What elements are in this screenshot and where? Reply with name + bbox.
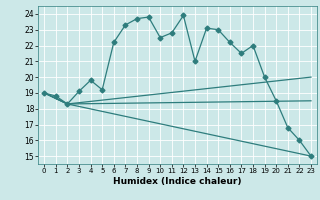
- X-axis label: Humidex (Indice chaleur): Humidex (Indice chaleur): [113, 177, 242, 186]
